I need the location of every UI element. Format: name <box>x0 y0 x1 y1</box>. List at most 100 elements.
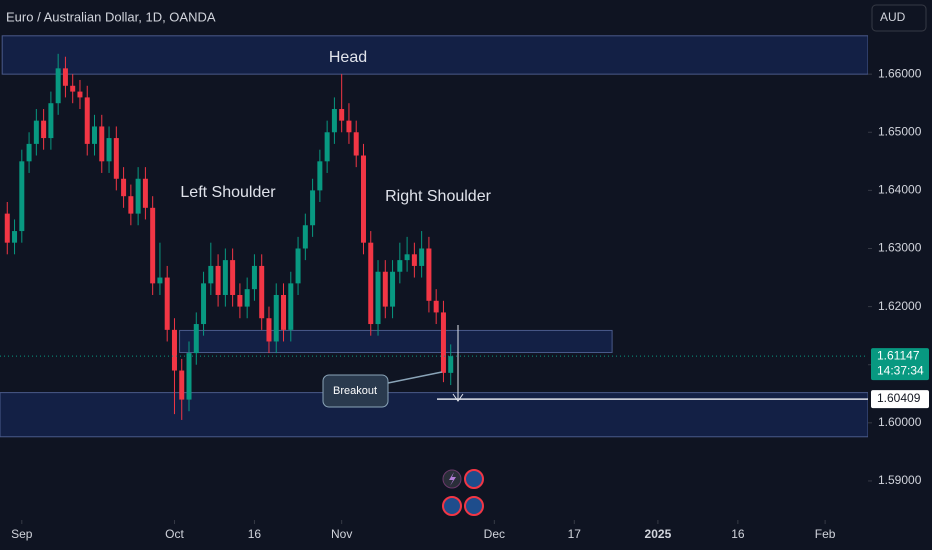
zone <box>1 35 869 75</box>
candle-body <box>179 370 185 400</box>
candle-body <box>4 213 10 243</box>
candle-body <box>375 271 381 325</box>
candle-body <box>77 91 83 98</box>
zone <box>179 329 613 354</box>
x-tick-label: 16 <box>248 527 262 541</box>
candle-body <box>426 248 432 301</box>
candle-body <box>295 248 301 284</box>
callout-box <box>322 374 389 408</box>
y-tick-label: 1.59000 <box>878 473 922 487</box>
y-tick-label: 1.63000 <box>878 241 922 255</box>
x-tick-label: 16 <box>731 527 745 541</box>
y-tick-label: 1.60000 <box>878 415 922 429</box>
candle-body <box>113 138 119 179</box>
y-tick-label: 1.62000 <box>878 299 922 313</box>
candle-body <box>440 312 446 373</box>
candle-body <box>48 103 54 139</box>
candle-body <box>142 178 148 208</box>
icon[interactable] <box>464 469 484 489</box>
x-tick-label: Sep <box>11 527 33 541</box>
icon-glyph <box>449 472 456 486</box>
level-label: 1.60409 <box>877 391 921 405</box>
candle-body <box>41 120 47 139</box>
y-tick-label: 1.64000 <box>878 183 922 197</box>
candle-body <box>368 242 374 325</box>
overlay <box>0 355 868 400</box>
icon[interactable] <box>464 496 484 516</box>
candle-body <box>84 97 90 144</box>
callout-label: Breakout <box>333 385 377 397</box>
candle-body <box>135 178 141 214</box>
currency-button[interactable] <box>871 4 927 32</box>
candle-body <box>222 260 228 295</box>
candle-body <box>128 196 134 214</box>
currency-label[interactable]: AUD <box>880 10 906 24</box>
candle-body <box>12 231 18 243</box>
candle-body <box>201 283 207 325</box>
candle-body <box>353 132 359 156</box>
x-tick-label: 2025 <box>645 527 672 541</box>
candle-body <box>193 324 199 354</box>
candle-body <box>150 207 156 284</box>
candle-body <box>317 161 323 191</box>
y-tick-label: 1.66000 <box>878 66 922 80</box>
candle-body <box>339 109 345 121</box>
measure-arrow <box>452 393 464 402</box>
candle-body <box>99 126 105 162</box>
candle-body <box>382 271 388 307</box>
candle-body <box>360 155 366 243</box>
indicator-icons <box>442 469 484 516</box>
candle-body <box>288 283 294 330</box>
candle-body <box>273 294 279 342</box>
candle-body <box>411 254 417 266</box>
x-tick-label: Nov <box>331 527 352 541</box>
candle-body <box>215 265 221 295</box>
candle-body <box>324 132 330 162</box>
candle-body <box>26 143 32 162</box>
candle-body <box>448 356 454 373</box>
level-tag <box>871 390 929 409</box>
callout-pointer <box>387 371 443 384</box>
x-tick-label: 17 <box>568 527 582 541</box>
candle-body <box>331 109 337 133</box>
candle-body <box>419 248 425 266</box>
x-tick-label: Oct <box>165 527 184 541</box>
candles <box>4 53 454 420</box>
candle-body <box>55 68 61 104</box>
candle-body <box>237 294 243 307</box>
candle-body <box>70 85 76 92</box>
candle-body <box>244 289 250 307</box>
candle-body <box>186 353 192 400</box>
countdown-label: 14:37:34 <box>877 363 924 377</box>
candle-body <box>302 225 308 249</box>
y-tick-label: 1.65000 <box>878 124 922 138</box>
candle-body <box>92 126 98 144</box>
candle-body <box>281 294 287 330</box>
x-tick-label: Feb <box>815 527 836 541</box>
candle-body <box>266 318 272 342</box>
candle-body <box>404 254 410 261</box>
zones <box>0 35 869 438</box>
candle-body <box>19 161 25 232</box>
candle-body <box>346 120 352 133</box>
candle-body <box>310 190 316 226</box>
last-price-tag <box>871 348 929 381</box>
candle-body <box>251 265 257 290</box>
candle-body <box>62 68 68 86</box>
price-axis-panel <box>868 0 932 550</box>
icon[interactable] <box>442 496 462 516</box>
last-price-label: 1.61147 <box>877 348 920 362</box>
candle-body <box>157 277 163 284</box>
candle-body <box>121 178 127 197</box>
candle-body <box>164 277 170 330</box>
chart-title: Euro / Australian Dollar, 1D, OANDA <box>6 9 216 24</box>
candle-body <box>433 300 439 313</box>
x-tick-label: Dec <box>484 527 505 541</box>
left-shoulder-label: Left Shoulder <box>180 184 276 201</box>
head-label: Head <box>329 49 367 66</box>
candle-body <box>208 265 214 284</box>
zone <box>0 392 869 438</box>
candle-body <box>397 260 403 272</box>
